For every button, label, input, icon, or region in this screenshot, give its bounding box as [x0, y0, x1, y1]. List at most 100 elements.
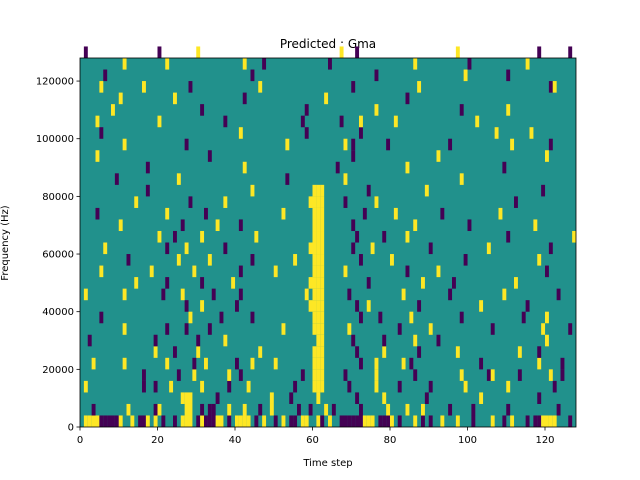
heatmap-cell	[362, 207, 367, 220]
heatmap-cell	[192, 369, 197, 381]
heatmap-cell	[300, 369, 305, 381]
heatmap-cell	[176, 173, 181, 185]
heatmap-cell	[180, 415, 185, 428]
heatmap-cell	[103, 242, 108, 255]
heatmap-cell	[91, 403, 96, 416]
heatmap-cell	[374, 69, 379, 82]
heatmap-cell	[316, 207, 321, 220]
heatmap-cell	[510, 138, 515, 151]
heatmap-cell	[359, 403, 363, 416]
y-tick-label: 0	[68, 423, 74, 434]
heatmap-cell	[165, 58, 170, 70]
heatmap-cell	[459, 173, 464, 185]
heatmap-cell	[359, 357, 363, 370]
heatmap-cell	[359, 115, 363, 128]
y-tick-label: 120000	[36, 77, 74, 88]
heatmap-cell	[355, 415, 360, 428]
heatmap-cell	[490, 323, 495, 335]
heatmap-cell	[320, 219, 325, 232]
heatmap-cell	[165, 357, 170, 370]
heatmap-cell	[184, 242, 189, 255]
heatmap-cell	[343, 138, 348, 151]
heatmap-cell	[347, 380, 352, 393]
heatmap-cell	[200, 230, 205, 243]
heatmap-cell	[552, 380, 557, 393]
heatmap-cell	[401, 288, 406, 301]
heatmap-cell	[316, 334, 321, 347]
heatmap-cell	[366, 184, 371, 197]
heatmap-cell	[312, 196, 317, 208]
heatmap-cell	[479, 392, 484, 404]
heatmap-cell	[355, 46, 360, 59]
heatmap-cell	[316, 254, 321, 266]
x-axis: 0 20 40 60 80 100 120	[77, 427, 555, 446]
heatmap-cell	[537, 415, 542, 428]
heatmap-cell	[525, 415, 530, 428]
heatmap-cell	[320, 369, 325, 381]
heatmap-cell	[312, 265, 317, 278]
heatmap-cell	[246, 415, 251, 428]
heatmap-cell	[196, 346, 201, 358]
heatmap-cell	[351, 242, 356, 255]
heatmap-cell	[273, 265, 278, 278]
heatmap-cell	[448, 138, 453, 151]
heatmap-cell	[196, 415, 201, 428]
heatmap-cell	[467, 219, 472, 232]
heatmap-cell	[312, 277, 317, 289]
heatmap-cell	[200, 380, 205, 393]
heatmap-cell	[320, 196, 325, 208]
heatmap-cell	[134, 277, 139, 289]
heatmap-cell	[87, 415, 92, 428]
heatmap-cell	[316, 230, 321, 243]
heatmap-cell	[440, 207, 445, 220]
heatmap-cell	[111, 104, 115, 116]
heatmap-cell	[142, 369, 146, 381]
heatmap-cell	[393, 115, 398, 128]
heatmap-cell	[568, 323, 573, 335]
heatmap-cell	[316, 277, 321, 289]
heatmap-cell	[382, 415, 387, 428]
heatmap-cell	[184, 138, 189, 151]
heatmap-cell	[211, 288, 216, 301]
y-tick-label: 60000	[42, 250, 74, 261]
heatmap-cell	[142, 81, 146, 93]
heatmap-cell	[238, 219, 243, 232]
heatmap-cell	[409, 357, 414, 370]
heatmap-cell	[262, 415, 267, 428]
heatmap-cell	[308, 196, 313, 208]
heatmap-cell	[545, 334, 549, 347]
y-tick-label: 80000	[42, 192, 74, 203]
x-tick-label: 20	[151, 435, 164, 446]
heatmap-cell	[188, 311, 193, 324]
heatmap-cell	[126, 254, 131, 266]
heatmap-cell	[467, 58, 472, 70]
heatmap-cell	[312, 323, 317, 335]
heatmap-cell	[231, 277, 236, 289]
y-tick-label: 40000	[42, 307, 74, 318]
heatmap-cell	[262, 58, 267, 70]
heatmap-cell	[351, 150, 356, 162]
heatmap-cell	[417, 346, 422, 358]
heatmap-cell	[126, 403, 131, 416]
heatmap-cell	[99, 265, 104, 278]
heatmap-cell	[463, 380, 468, 393]
heatmap-cell	[204, 357, 208, 370]
heatmap-cell	[351, 219, 356, 232]
chart-title: Predicted : Gma	[280, 37, 376, 51]
heatmap-cell	[118, 92, 123, 105]
heatmap-cell	[316, 300, 321, 312]
heatmap-cell	[537, 357, 542, 370]
heatmap-cell	[235, 415, 239, 428]
heatmap-cell	[405, 265, 410, 278]
heatmap-cell	[378, 311, 383, 324]
heatmap-cell	[165, 323, 170, 335]
heatmap-cell	[204, 415, 208, 428]
heatmap-cell	[556, 288, 561, 301]
heatmap-cell	[548, 81, 553, 93]
heatmap-cell	[312, 369, 317, 381]
heatmap-cell	[165, 277, 170, 289]
y-tick-label: 100000	[36, 134, 74, 145]
heatmap-cell	[316, 380, 321, 393]
heatmap-cell	[103, 415, 108, 428]
